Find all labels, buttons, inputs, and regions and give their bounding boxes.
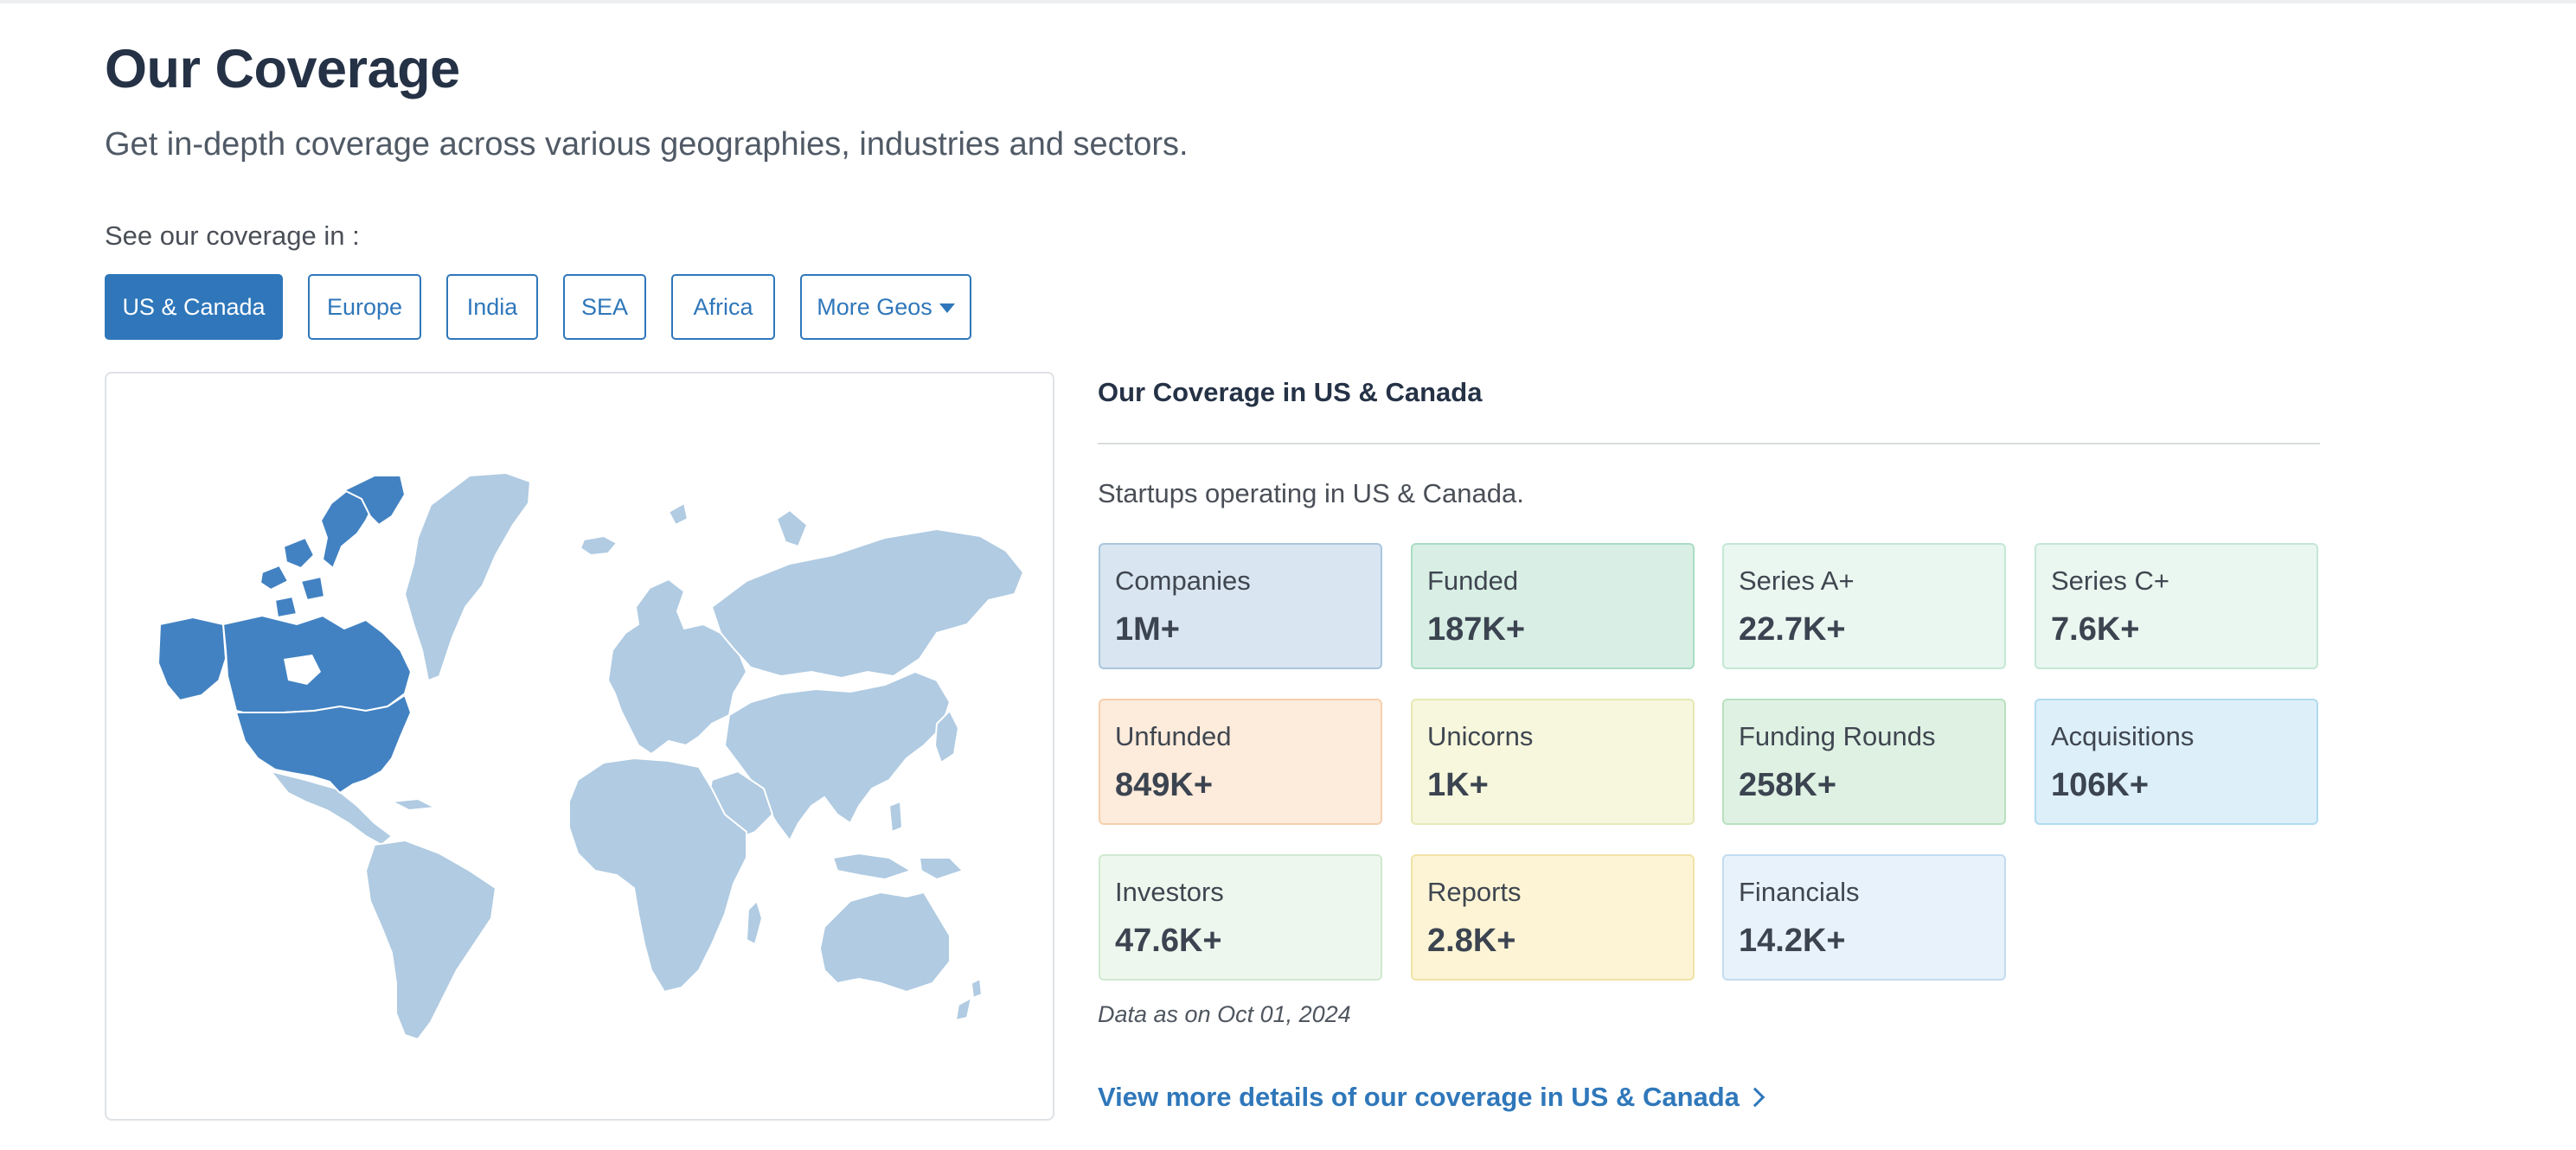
map-region-new-zealand-south <box>954 996 973 1022</box>
world-map-highlighted-us-canada <box>157 475 413 795</box>
coverage-description: Startups operating in US & Canada. <box>1098 478 1524 508</box>
geo-tab-europe[interactable]: Europe <box>308 274 421 340</box>
stat-label: Series C+ <box>2051 565 2169 596</box>
stat-label: Unicorns <box>1427 721 1534 751</box>
stat-label: Companies <box>1115 565 1251 596</box>
stat-value: 258K+ <box>1739 767 1837 803</box>
world-map-card <box>105 372 1054 1121</box>
map-region-ellesmere-island <box>342 475 407 527</box>
stat-card-unfunded[interactable]: Unfunded 849K+ <box>1099 699 1382 825</box>
coverage-title: Our Coverage in US & Canada <box>1098 377 1483 407</box>
map-region-novaya-zemlya <box>775 508 809 548</box>
map-region-madagascar <box>745 899 764 946</box>
map-region-indonesia <box>831 852 913 881</box>
stat-label: Financials <box>1739 877 1860 907</box>
geo-tab-label: More Geos <box>817 293 932 320</box>
data-as-on-date: Data as on Oct 01, 2024 <box>1098 1001 1351 1027</box>
stat-card-companies[interactable]: Companies 1M+ <box>1099 543 1382 669</box>
coverage-divider <box>1098 443 2320 444</box>
map-region-usa <box>234 693 413 795</box>
map-region-africa <box>568 757 747 993</box>
map-hudson-bay <box>284 655 321 685</box>
stat-value: 187K+ <box>1427 611 1526 648</box>
map-region-arctic-island <box>282 536 316 570</box>
stat-label: Unfunded <box>1115 721 1232 751</box>
geo-tab-sea[interactable]: SEA <box>563 274 646 340</box>
geo-selector-label: See our coverage in : <box>105 220 360 251</box>
caret-down-icon <box>939 303 955 313</box>
stat-value: 849K+ <box>1115 767 1214 803</box>
stat-value: 22.7K+ <box>1739 611 1846 648</box>
stat-value: 14.2K+ <box>1739 923 1846 959</box>
map-region-greenland <box>403 471 532 682</box>
stat-label: Funding Rounds <box>1739 721 1936 751</box>
stat-card-funding-rounds[interactable]: Funding Rounds 258K+ <box>1722 699 2006 825</box>
view-more-details-label: View more details of our coverage in US … <box>1098 1082 1740 1112</box>
map-region-australia <box>818 891 951 993</box>
map-region-arctic-island <box>273 595 298 619</box>
stat-label: Reports <box>1427 877 1522 907</box>
chevron-right-icon <box>1745 1087 1765 1108</box>
stat-card-series-a[interactable]: Series A+ 22.7K+ <box>1722 543 2006 669</box>
geo-tab-label: SEA <box>580 293 629 320</box>
world-map <box>157 471 1025 1041</box>
map-region-cuba <box>388 797 439 812</box>
stat-label: Investors <box>1115 877 1224 907</box>
geo-tab-africa[interactable]: Africa <box>671 274 775 340</box>
page-title: Our Coverage <box>105 39 460 99</box>
stat-label: Acquisitions <box>2051 721 2195 751</box>
map-region-europe <box>606 578 748 756</box>
geo-tab-india[interactable]: India <box>446 274 538 340</box>
stat-label: Funded <box>1427 565 1519 596</box>
map-region-arctic-island <box>299 575 326 602</box>
geo-tab-label: Europe <box>326 293 403 320</box>
map-region-south-america <box>364 839 497 1041</box>
map-region-alaska <box>157 616 227 702</box>
stat-value: 2.8K+ <box>1427 923 1516 959</box>
stat-label: Series A+ <box>1739 565 1855 596</box>
stat-value: 1K+ <box>1427 767 1489 803</box>
map-region-russia <box>710 527 1025 680</box>
map-region-iceland <box>579 534 618 557</box>
geo-tab-label: Africa <box>693 293 753 320</box>
world-map-other-regions <box>268 471 1025 1041</box>
geo-tab-label: US & Canada <box>122 293 266 320</box>
stat-card-funded[interactable]: Funded 187K+ <box>1411 543 1695 669</box>
stat-card-investors[interactable]: Investors 47.6K+ <box>1099 854 1382 981</box>
stat-card-series-c[interactable]: Series C+ 7.6K+ <box>2035 543 2318 669</box>
map-region-new-guinea <box>918 857 964 881</box>
top-divider <box>0 0 2576 3</box>
stat-card-financials[interactable]: Financials 14.2K+ <box>1722 854 2006 981</box>
stat-card-unicorns[interactable]: Unicorns 1K+ <box>1411 699 1695 825</box>
geo-tab-label: India <box>466 293 518 320</box>
stat-value: 47.6K+ <box>1115 923 1222 959</box>
map-region-philippines <box>888 800 904 834</box>
view-more-details-link[interactable]: View more details of our coverage in US … <box>1098 1082 1765 1113</box>
stat-value: 1M+ <box>1115 611 1180 648</box>
stat-card-acquisitions[interactable]: Acquisitions 106K+ <box>2035 699 2318 825</box>
map-region-new-zealand <box>970 977 984 1000</box>
geo-tab-more-geos[interactable]: More Geos <box>800 274 971 340</box>
map-region-svalbard <box>667 502 689 527</box>
stat-card-reports[interactable]: Reports 2.8K+ <box>1411 854 1695 981</box>
page-subtitle: Get in-depth coverage across various geo… <box>105 126 1189 163</box>
stat-value: 106K+ <box>2051 767 2150 803</box>
map-region-japan <box>933 709 960 764</box>
geo-tab-us-canada[interactable]: US & Canada <box>105 274 283 340</box>
stat-value: 7.6K+ <box>2051 611 2140 648</box>
map-region-arctic-island <box>259 564 290 591</box>
